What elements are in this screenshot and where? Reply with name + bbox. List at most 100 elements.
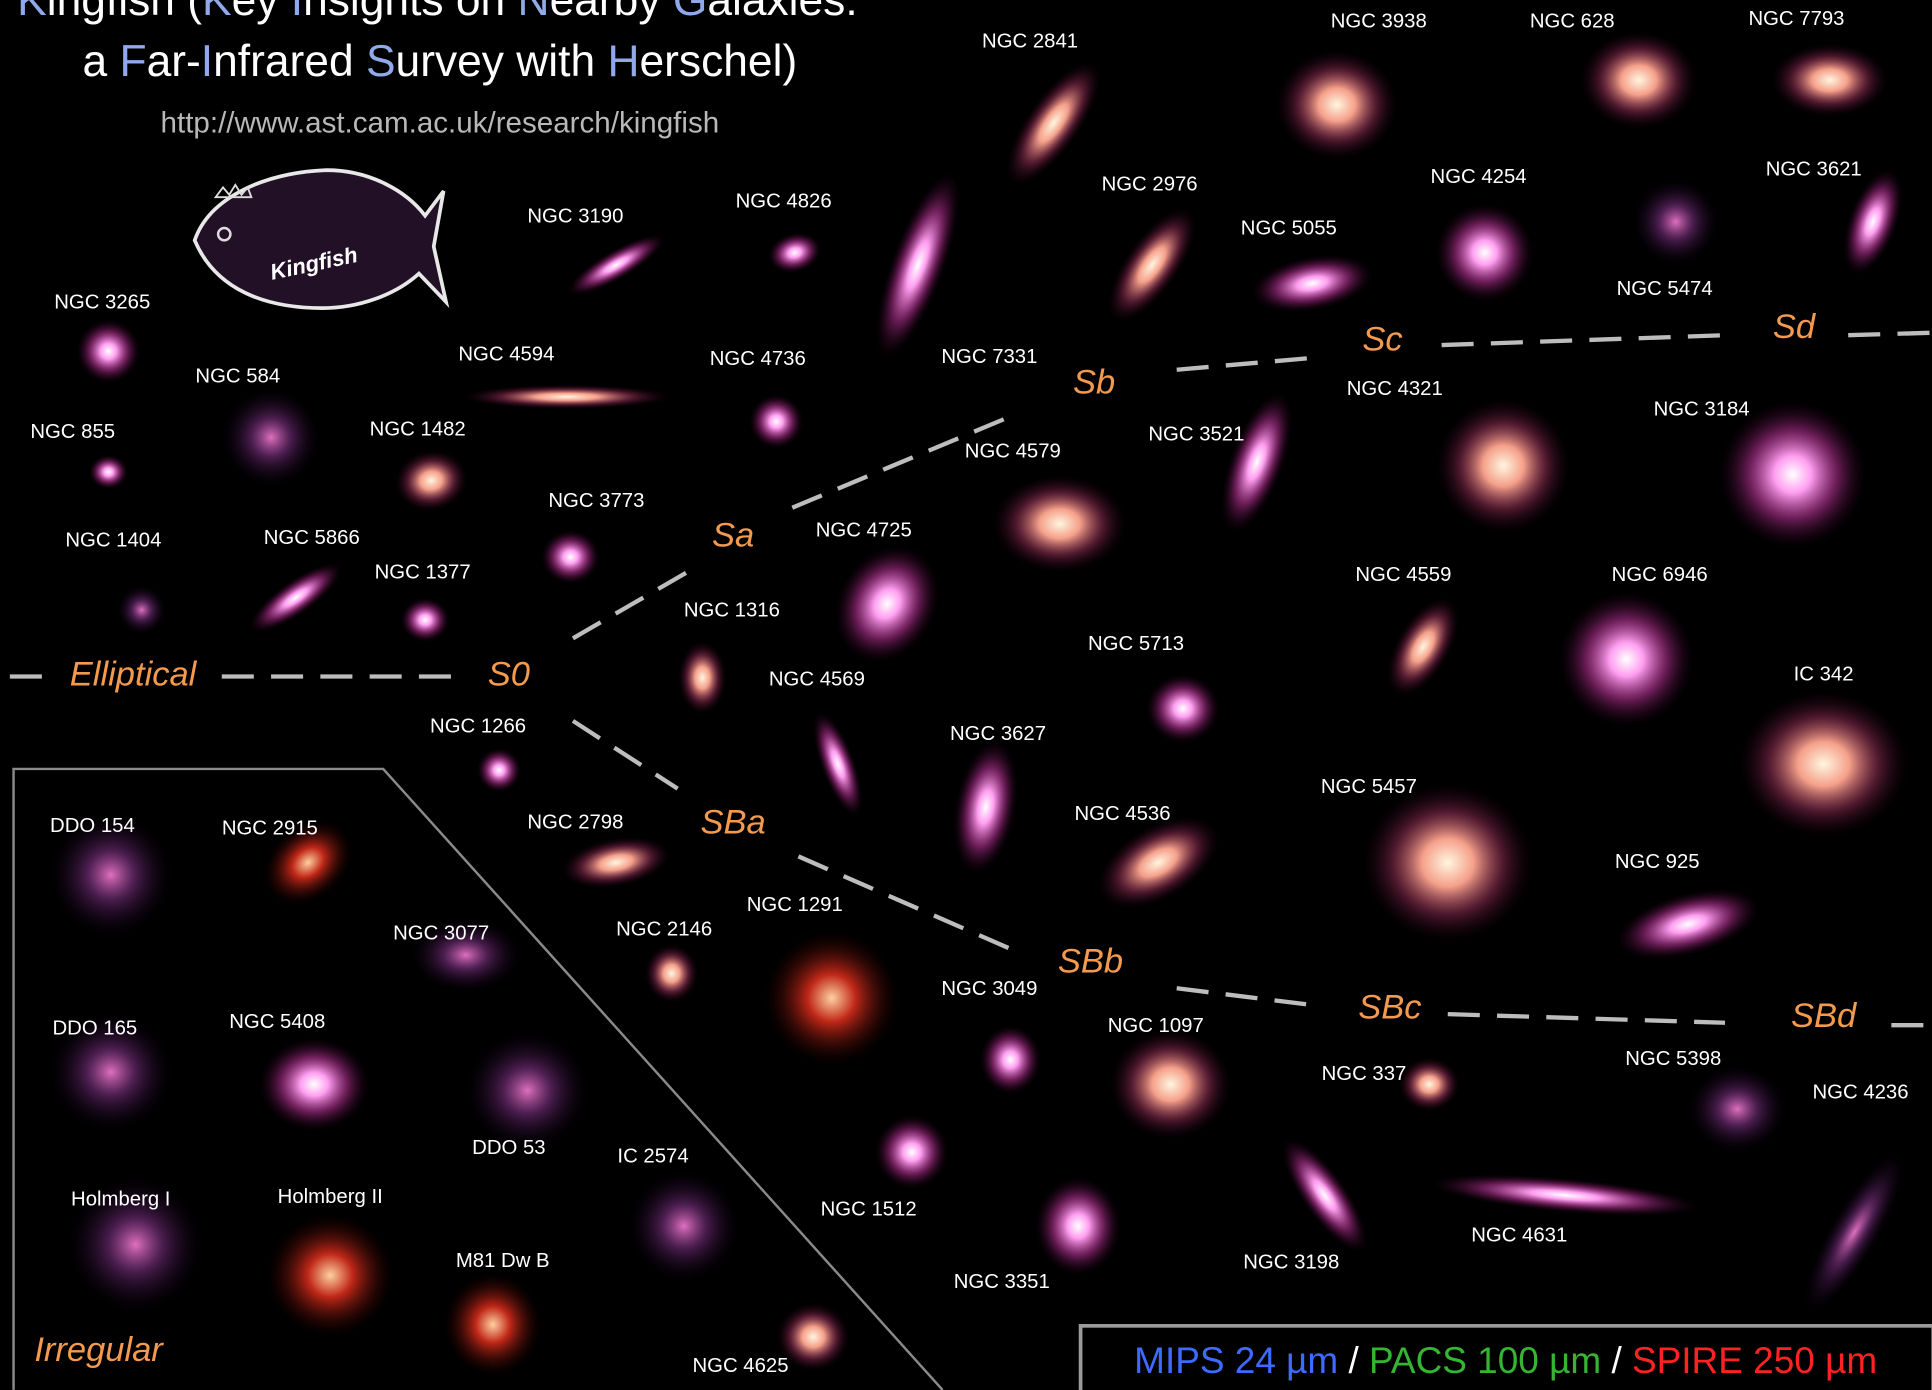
galaxy-label: NGC 2146	[616, 919, 712, 941]
text-segment: K	[202, 0, 232, 25]
text-segment: I	[201, 37, 213, 86]
galaxy-image	[1109, 1029, 1232, 1140]
class-label: Sb	[1073, 364, 1115, 402]
galaxy-label: NGC 337	[1322, 1063, 1407, 1085]
galaxy-label: DDO 154	[50, 815, 135, 837]
galaxy-image	[117, 585, 166, 634]
poster: Kingfish (Key Insights on Nearby Galaxie…	[0, 0, 1932, 1390]
galaxy-image	[749, 394, 803, 448]
galaxy-image	[1559, 592, 1695, 728]
galaxy-label: NGC 4236	[1813, 1081, 1909, 1103]
galaxy-label: IC 2574	[617, 1145, 688, 1167]
galaxy-label: NGC 1266	[430, 715, 526, 737]
galaxy-image	[644, 944, 698, 1003]
text-segment: K	[17, 0, 47, 25]
galaxy-label: NGC 2976	[1102, 173, 1198, 195]
text-segment: /	[1601, 1340, 1632, 1381]
text-segment: nsights on	[303, 0, 517, 25]
galaxy-label: NGC 4594	[458, 343, 554, 365]
galaxy-label: NGC 3190	[527, 205, 623, 227]
text-segment: ey	[232, 0, 291, 25]
galaxy-label: NGC 2915	[222, 818, 318, 840]
galaxy-label: NGC 3198	[1243, 1251, 1339, 1273]
text-segment: erschel)	[640, 37, 798, 86]
galaxy-label: NGC 4536	[1074, 803, 1170, 825]
galaxy-image	[477, 748, 521, 792]
text-segment: earby	[550, 0, 673, 25]
galaxy-label: NGC 3077	[393, 922, 489, 944]
galaxy-image	[1435, 203, 1534, 302]
galaxy-label: NGC 4579	[965, 441, 1061, 463]
galaxy-label: Holmberg I	[71, 1189, 170, 1211]
class-label: Sc	[1362, 320, 1402, 358]
galaxy-label: NGC 1512	[821, 1198, 917, 1220]
text-segment: ingfish (	[47, 0, 203, 25]
galaxy-label: Holmberg II	[278, 1186, 383, 1208]
text-segment: N	[518, 0, 550, 25]
galaxy-label: NGC 4569	[769, 669, 865, 691]
legend: MIPS 24 µm / PACS 100 µm / SPIRE 250 µm	[1134, 1340, 1877, 1381]
galaxy-label: NGC 7793	[1748, 8, 1844, 30]
text-segment: PACS 100 µm	[1369, 1340, 1601, 1381]
class-label: SBa	[701, 803, 766, 841]
galaxy-label: NGC 1377	[375, 561, 471, 583]
galaxy-label: NGC 1482	[370, 418, 466, 440]
galaxy-image	[266, 1214, 394, 1337]
galaxy-image	[628, 1171, 739, 1282]
class-label: SBc	[1358, 988, 1421, 1026]
galaxy-label: NGC 7331	[941, 346, 1037, 368]
galaxy-image	[1435, 398, 1571, 534]
text-segment: H	[607, 37, 639, 86]
galaxy-image	[541, 530, 600, 584]
galaxy-label: NGC 3627	[950, 723, 1046, 745]
galaxy-image	[980, 1025, 1042, 1094]
galaxy-label: NGC 5398	[1625, 1048, 1721, 1070]
url: http://www.ast.cam.ac.uk/research/kingfi…	[161, 106, 720, 139]
galaxy-image	[992, 474, 1128, 573]
galaxy-label: NGC 1291	[747, 894, 843, 916]
galaxy-image	[222, 388, 321, 487]
galaxy-label: NGC 3773	[548, 490, 644, 512]
galaxy-label: NGC 5713	[1088, 633, 1184, 655]
title-line: a Far-Infrared Survey with Herschel)	[83, 37, 798, 86]
galaxy-label: NGC 4826	[736, 191, 832, 213]
galaxy-image	[1362, 782, 1535, 942]
text-segment: ar-	[147, 37, 201, 86]
galaxy-image	[1275, 49, 1398, 160]
galaxy-label: NGC 5474	[1617, 278, 1713, 300]
galaxy-label: NGC 4254	[1431, 166, 1527, 188]
galaxy-label: NGC 3265	[54, 292, 150, 314]
text-segment: /	[1338, 1340, 1369, 1381]
galaxy-label: NGC 3049	[941, 978, 1037, 1000]
class-label: Sd	[1773, 308, 1817, 346]
galaxy-image	[462, 385, 671, 410]
galaxy-label: NGC 3351	[954, 1271, 1050, 1293]
galaxy-image	[1580, 31, 1698, 130]
galaxy-image	[466, 1031, 589, 1149]
galaxy-label: NGC 4559	[1355, 564, 1451, 586]
class-label: SBb	[1058, 943, 1123, 981]
galaxy-label: NGC 5866	[264, 527, 360, 549]
class-label: SBd	[1791, 997, 1858, 1035]
galaxy-image	[875, 1115, 949, 1189]
class-label: Irregular	[34, 1331, 164, 1369]
galaxy-label: NGC 2798	[527, 812, 623, 834]
galaxy-label: NGC 3184	[1654, 399, 1750, 421]
galaxy-image	[400, 598, 449, 642]
galaxy-label: NGC 6946	[1612, 564, 1708, 586]
galaxy-label: NGC 5457	[1321, 776, 1417, 798]
galaxy-image	[678, 641, 727, 715]
galaxy-label: NGC 4321	[1347, 378, 1443, 400]
galaxy-label: NGC 5408	[229, 1011, 325, 1033]
galaxy-label: NGC 5055	[1241, 218, 1337, 240]
galaxy-label: DDO 53	[472, 1137, 545, 1159]
galaxy-image	[444, 1273, 543, 1377]
galaxy-image	[1633, 179, 1719, 265]
galaxy-image	[1146, 674, 1220, 743]
galaxy-label: NGC 4736	[710, 348, 806, 370]
galaxy-label: NGC 1316	[684, 600, 780, 622]
galaxy-label: NGC 4725	[816, 520, 912, 542]
galaxy-label: IC 342	[1794, 664, 1854, 686]
text-segment: MIPS 24 µm	[1134, 1340, 1338, 1381]
galaxy-label: NGC 1097	[1108, 1015, 1204, 1037]
